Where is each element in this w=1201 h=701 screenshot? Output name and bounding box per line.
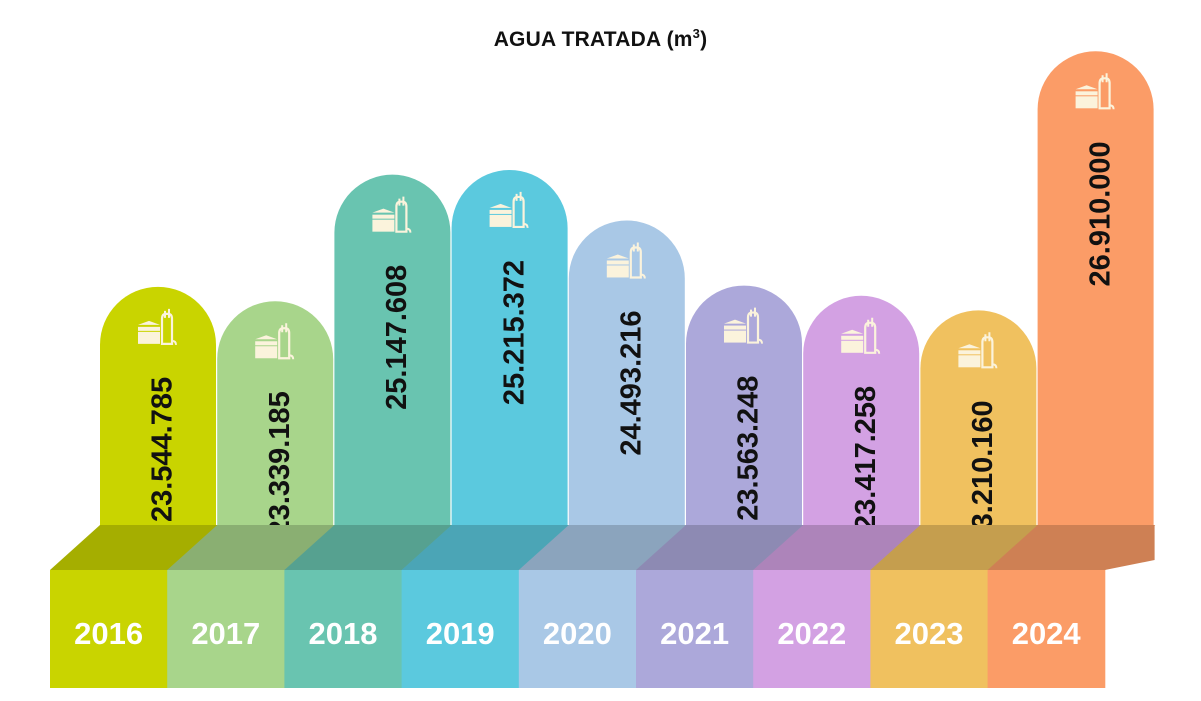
year-label: 2021 <box>660 616 729 651</box>
value-label: 24.493.216 <box>615 310 647 455</box>
base-front-face <box>167 570 285 688</box>
bar-group-2023: 23.210.160 <box>920 310 1037 560</box>
year-label: 2022 <box>777 616 846 651</box>
base-top-face <box>987 525 1156 570</box>
base-front-face <box>870 570 989 688</box>
base-front-face <box>987 570 1106 688</box>
base-top-face <box>401 525 570 570</box>
year-label: 2016 <box>74 616 143 651</box>
bar-2021 <box>686 285 802 560</box>
bar-2016 <box>100 286 216 560</box>
bar-2019 <box>451 169 568 561</box>
bar-2023 <box>920 310 1037 560</box>
base-segment-2017: 2017 <box>167 525 335 688</box>
bar-group-2021: 23.563.248 <box>686 285 802 560</box>
year-label: 2024 <box>1012 616 1082 651</box>
value-label: 26.910.000 <box>1084 141 1116 286</box>
bar-group-2019: 25.215.372 <box>451 169 568 561</box>
year-label: 2020 <box>543 616 612 651</box>
base-segment-2021: 2021 <box>636 525 804 688</box>
base-top-face <box>518 525 687 570</box>
value-label: 25.147.608 <box>381 265 413 410</box>
bar-2022 <box>803 295 920 560</box>
bar-2018 <box>334 174 451 561</box>
bar-2020 <box>568 220 685 560</box>
year-label: 2018 <box>309 616 378 651</box>
bar-group-2024: 26.910.000 <box>1037 51 1154 560</box>
base-segment-2020: 2020 <box>518 525 687 688</box>
base-segment-2024: 2024 <box>987 525 1156 688</box>
base-top-face <box>870 525 1039 570</box>
base-segment-2022: 2022 <box>753 525 921 688</box>
value-label: 25.215.372 <box>498 260 530 405</box>
base-front-face <box>518 570 637 688</box>
base-right-edge <box>1104 525 1155 570</box>
bar-2024 <box>1037 51 1154 560</box>
base-top-face <box>636 525 804 570</box>
base-front-face <box>50 570 168 688</box>
value-label: 23.417.258 <box>850 386 882 531</box>
value-label: 23.563.248 <box>733 376 765 521</box>
base-top-face <box>753 525 921 570</box>
chart-title: AGUA TRATADA (m3) <box>493 26 708 51</box>
base-segment-2023: 2023 <box>870 525 1039 688</box>
base-segment-2016: 2016 <box>50 525 218 688</box>
bar-group-2018: 25.147.608 <box>334 174 451 561</box>
base-top-face <box>167 525 335 570</box>
bar-2017 <box>217 301 334 560</box>
bar-group-2022: 23.417.258 <box>803 295 920 560</box>
bar-group-2020: 24.493.216 <box>568 220 685 560</box>
year-label: 2019 <box>426 616 495 651</box>
value-label: 23.210.160 <box>967 400 999 545</box>
value-label: 23.544.785 <box>147 377 179 522</box>
year-label: 2017 <box>191 616 260 651</box>
base-top-face <box>284 525 453 570</box>
bar-group-2016: 23.544.785 <box>100 286 216 560</box>
base-top-face <box>50 525 218 570</box>
base-front-face <box>753 570 871 688</box>
base-front-face <box>636 570 754 688</box>
base-segment-2018: 2018 <box>284 525 453 688</box>
value-label: 23.339.185 <box>264 391 296 536</box>
bar-group-2017: 23.339.185 <box>217 301 334 560</box>
base-front-face <box>284 570 403 688</box>
base-segment-2019: 2019 <box>401 525 570 688</box>
base-front-face <box>401 570 520 688</box>
year-label: 2023 <box>895 616 964 651</box>
